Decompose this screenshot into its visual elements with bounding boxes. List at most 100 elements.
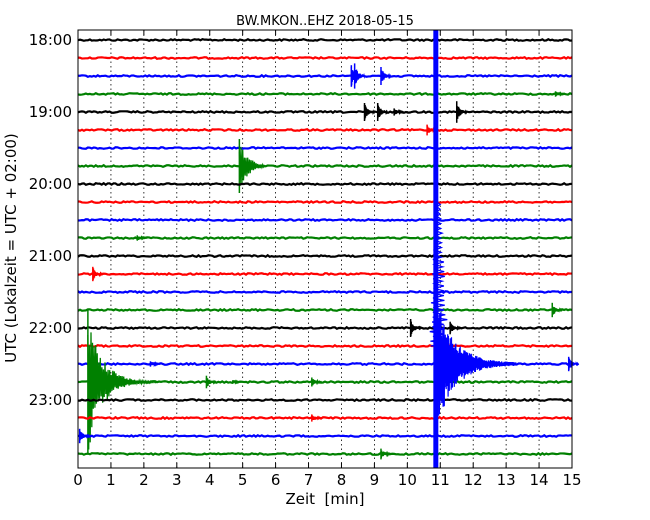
trace-line bbox=[77, 199, 573, 205]
earthquake-p-phase bbox=[429, 201, 450, 347]
trace-line bbox=[77, 55, 573, 61]
trace-2215 bbox=[77, 343, 573, 349]
y-tick-label: 19:00 bbox=[29, 103, 72, 121]
x-tick-label: 3 bbox=[172, 471, 182, 489]
y-tick-label: 18:00 bbox=[29, 31, 72, 49]
trace-2245 bbox=[77, 310, 573, 454]
trace-1815 bbox=[77, 55, 573, 61]
event-burst bbox=[377, 102, 389, 119]
trace-line bbox=[77, 307, 573, 313]
x-tick-label: 12 bbox=[464, 471, 483, 489]
y-tick-label: 20:00 bbox=[29, 175, 72, 193]
trace-2345 bbox=[77, 448, 573, 460]
event-burst bbox=[311, 378, 323, 386]
x-tick-label: 9 bbox=[370, 471, 380, 489]
event-burst bbox=[353, 69, 366, 84]
x-tick-label: 1 bbox=[106, 471, 116, 489]
trace-line bbox=[77, 379, 573, 385]
x-tick-label: 11 bbox=[431, 471, 450, 489]
trace-1845 bbox=[77, 91, 573, 97]
trace-line bbox=[77, 73, 573, 79]
event-burst bbox=[87, 332, 159, 450]
trace-1915 bbox=[77, 124, 573, 136]
event-burst bbox=[363, 104, 376, 120]
event-burst bbox=[554, 91, 566, 97]
event-burst bbox=[380, 450, 392, 459]
trace-1930 bbox=[77, 145, 573, 151]
trace-1830 bbox=[77, 63, 573, 89]
event-burst bbox=[92, 268, 104, 281]
x-tick-label: 8 bbox=[337, 471, 347, 489]
trace-line bbox=[77, 253, 573, 259]
trace-2015 bbox=[77, 199, 573, 205]
event-burst bbox=[238, 146, 265, 186]
event-burst bbox=[456, 105, 468, 119]
grid-lines bbox=[110, 30, 540, 468]
trace-2300 bbox=[77, 397, 573, 403]
event-burst bbox=[78, 430, 91, 441]
trace-line bbox=[77, 127, 573, 132]
plot-frame bbox=[77, 29, 573, 469]
trace-2145 bbox=[77, 302, 573, 318]
event-burst bbox=[380, 70, 392, 81]
trace-layer bbox=[77, 37, 580, 460]
event-burst bbox=[136, 235, 148, 241]
x-axis-label: Zeit [min] bbox=[285, 490, 364, 508]
event-burst bbox=[205, 377, 217, 387]
trace-line bbox=[77, 325, 573, 331]
x-tick-label: 15 bbox=[562, 471, 581, 489]
x-tick-label: 2 bbox=[139, 471, 149, 489]
trace-2130 bbox=[77, 289, 573, 295]
chart-title: BW.MKON..EHZ 2018-05-15 bbox=[236, 14, 414, 29]
event-burst bbox=[409, 319, 422, 336]
trace-line bbox=[77, 236, 573, 240]
x-tick-label: 6 bbox=[271, 471, 281, 489]
x-tick-label: 14 bbox=[530, 471, 549, 489]
x-tick-label: 5 bbox=[238, 471, 248, 489]
trace-2030 bbox=[77, 217, 573, 223]
trace-line bbox=[77, 145, 573, 151]
earthquake-coda bbox=[434, 305, 517, 416]
event-burst bbox=[568, 358, 580, 371]
x-tick-label: 0 bbox=[73, 471, 83, 489]
trace-line bbox=[77, 271, 573, 277]
trace-2000 bbox=[77, 181, 573, 187]
x-tick-label: 4 bbox=[205, 471, 215, 489]
trace-2200 bbox=[77, 319, 573, 337]
x-tick-label: 7 bbox=[304, 471, 314, 489]
trace-1900 bbox=[77, 101, 573, 123]
trace-line bbox=[77, 397, 573, 403]
trace-line bbox=[77, 451, 573, 457]
trace-2100 bbox=[77, 253, 573, 259]
y-axis-label: UTC (Lokalzeit = UTC + 02:00) bbox=[2, 133, 20, 363]
earthquake-trace bbox=[429, 30, 517, 468]
x-axis: 0 1 2 3 4 5 6 7 8 9 10 11 12 13 14 15 bbox=[73, 30, 582, 489]
trace-2045 bbox=[77, 235, 573, 241]
event-burst bbox=[149, 361, 161, 368]
trace-2315 bbox=[77, 414, 573, 422]
event-burst bbox=[232, 379, 244, 385]
event-burst bbox=[449, 322, 461, 333]
trace-1800 bbox=[77, 37, 573, 43]
event-burst bbox=[551, 304, 563, 315]
trace-line bbox=[77, 91, 573, 97]
trace-line bbox=[77, 217, 573, 223]
trace-2115 bbox=[77, 266, 573, 282]
trace-line bbox=[77, 37, 573, 43]
x-tick-label: 13 bbox=[497, 471, 516, 489]
event-burst bbox=[311, 415, 323, 421]
trace-line bbox=[77, 163, 573, 169]
trace-line bbox=[77, 109, 573, 115]
x-tick-label: 10 bbox=[398, 471, 417, 489]
event-burst bbox=[393, 108, 405, 116]
y-tick-label: 21:00 bbox=[29, 247, 72, 265]
y-tick-label: 23:00 bbox=[29, 391, 72, 409]
trace-line bbox=[77, 415, 573, 421]
trace-line bbox=[77, 181, 573, 187]
y-axis: 18:00 19:00 20:00 21:00 22:00 23:00 bbox=[29, 31, 83, 409]
y-tick-label: 22:00 bbox=[29, 319, 72, 337]
trace-line bbox=[77, 289, 573, 295]
trace-2330 bbox=[77, 428, 573, 444]
trace-line bbox=[77, 343, 573, 349]
